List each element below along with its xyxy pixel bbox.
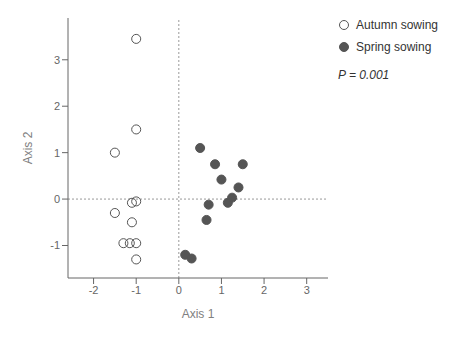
svg-text:-1: -1 xyxy=(131,284,141,296)
svg-text:1: 1 xyxy=(218,284,224,296)
svg-text:3: 3 xyxy=(54,54,60,66)
svg-text:Axis 2: Axis 2 xyxy=(21,131,35,164)
svg-text:0: 0 xyxy=(54,193,60,205)
svg-text:-1: -1 xyxy=(50,239,60,251)
svg-text:0: 0 xyxy=(176,284,182,296)
html-text:Autumn sowing: Autumn sowing xyxy=(356,18,438,32)
svg-text:-2: -2 xyxy=(89,284,99,296)
html-text:P = 0.001: P = 0.001 xyxy=(338,68,390,82)
svg-text:2: 2 xyxy=(54,100,60,112)
svg-text:1: 1 xyxy=(54,147,60,159)
svg-text:2: 2 xyxy=(261,284,267,296)
svg-text:3: 3 xyxy=(304,284,310,296)
html-text:Spring sowing: Spring sowing xyxy=(356,40,432,54)
svg-text:Axis 1: Axis 1 xyxy=(182,307,215,321)
